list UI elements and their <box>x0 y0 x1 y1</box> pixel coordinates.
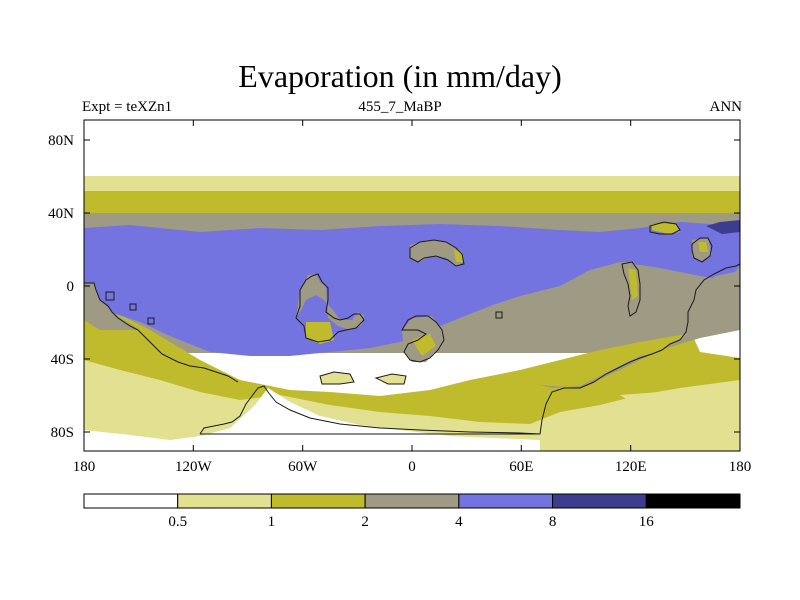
x-tick-label: 0 <box>408 459 416 475</box>
southern-islet-b <box>374 373 407 385</box>
time-period-label: 455_7_MaBP <box>358 99 442 115</box>
narrow-strip-coast <box>621 261 641 317</box>
colorbar-label: 0.5 <box>168 514 187 530</box>
colorbar-label: 8 <box>549 514 557 530</box>
y-tick-label: 40S <box>51 352 74 368</box>
tropical-ocean-band <box>84 222 740 356</box>
colorbar-swatch <box>177 493 272 509</box>
band-north-light <box>84 176 740 191</box>
colorbar-label: 16 <box>639 514 655 530</box>
chart-title: Evaporation (in mm/day) <box>238 58 562 94</box>
x-tick-label: 60W <box>288 459 318 475</box>
band-north-olive <box>84 191 740 213</box>
small-islet-4 <box>495 311 503 319</box>
x-tick-label: 120E <box>615 459 647 475</box>
colorbar-label: 2 <box>361 514 369 530</box>
experiment-label: Expt = teXZn1 <box>82 99 173 115</box>
x-tick-label: 120W <box>175 459 213 475</box>
atlantic-island-coast <box>401 315 445 363</box>
y-tick-label: 0 <box>67 279 75 295</box>
colorbar-swatch <box>458 493 554 509</box>
x-axis-ticks: 180 120W 60W 0 60E 120E 180 <box>73 120 752 475</box>
colorbar-swatch <box>552 493 647 509</box>
x-tick-label: 60E <box>509 459 533 475</box>
colorbar-label: 1 <box>268 514 276 530</box>
colorbar-swatch <box>270 493 366 509</box>
small-islet-1 <box>105 291 115 301</box>
central-island-coast <box>295 273 365 343</box>
colorbar-swatch <box>645 493 741 509</box>
y-tick-label: 40N <box>48 206 74 222</box>
antarctic-white-region <box>84 388 540 451</box>
north-island-coast <box>649 221 681 235</box>
y-axis-ticks: 80N 40N 0 40S 80S <box>48 133 740 441</box>
colorbar-swatch <box>83 493 179 509</box>
warm-pool-dark-patch <box>706 220 740 234</box>
x-tick-label: 180 <box>729 459 752 475</box>
north-atlantic-island-coast <box>409 239 465 267</box>
season-label: ANN <box>709 99 743 115</box>
south-pacific-light-patch <box>620 392 740 410</box>
west-coastline <box>84 282 239 383</box>
north-island-olive <box>652 224 680 234</box>
southern-coastline <box>199 263 740 435</box>
y-tick-label: 80S <box>51 425 74 441</box>
x-tick-label: 180 <box>73 459 96 475</box>
small-islet-2 <box>129 303 137 311</box>
southern-islet-a <box>319 371 355 385</box>
narrow-land-olive <box>628 268 638 300</box>
east-landmass <box>540 266 740 388</box>
north-atlantic-island-land <box>410 240 464 266</box>
coastline-outlines <box>84 221 740 435</box>
map-fill-layer <box>84 120 740 451</box>
south-atlantic-gray-patch <box>444 322 490 345</box>
east-small-island-coast <box>691 237 713 263</box>
colorbar-label: 4 <box>455 514 463 530</box>
central-island-land <box>296 274 364 330</box>
colorbar: 0.5 1 2 4 8 16 <box>83 493 741 530</box>
central-island-olive <box>306 322 334 344</box>
colorbar-swatch <box>364 493 460 509</box>
small-islet-3 <box>147 317 155 325</box>
east-small-island-olive <box>698 242 708 252</box>
y-tick-label: 80N <box>48 133 74 149</box>
